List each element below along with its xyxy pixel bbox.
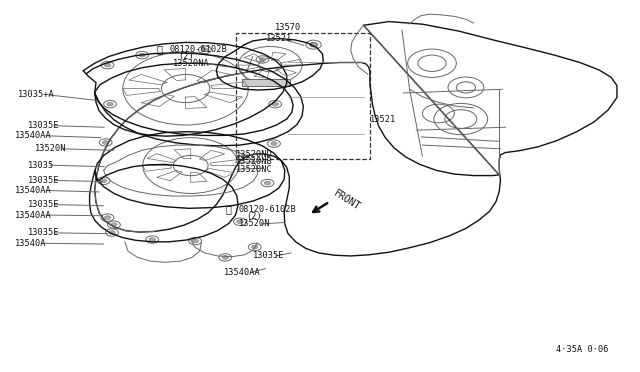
Text: 13520N: 13520N (35, 144, 67, 153)
Text: (2): (2) (178, 52, 194, 61)
Text: Ⓑ: Ⓑ (157, 44, 163, 54)
Text: 13520NA: 13520NA (173, 59, 209, 68)
Text: 13540AA: 13540AA (15, 186, 52, 195)
Circle shape (107, 102, 113, 106)
Circle shape (102, 141, 109, 144)
Text: 13520N: 13520N (239, 219, 271, 228)
Circle shape (202, 48, 208, 52)
Text: Ⓑ: Ⓑ (226, 205, 232, 214)
Circle shape (264, 181, 271, 185)
Circle shape (104, 63, 111, 67)
Circle shape (271, 142, 277, 145)
Text: 08120-6102B: 08120-6102B (170, 45, 227, 54)
Circle shape (222, 256, 228, 259)
Text: 13540AA: 13540AA (224, 268, 260, 277)
Text: 13540AA: 13540AA (15, 131, 52, 140)
Text: 13035E: 13035E (253, 251, 284, 260)
Circle shape (272, 102, 278, 106)
Circle shape (149, 238, 156, 241)
Circle shape (259, 58, 266, 61)
Text: 13035E: 13035E (28, 200, 60, 209)
Circle shape (104, 216, 111, 219)
Text: 13521: 13521 (370, 115, 396, 124)
Circle shape (192, 239, 198, 243)
Text: 13520NB: 13520NB (236, 157, 272, 166)
Text: 13035E: 13035E (28, 176, 60, 185)
Circle shape (100, 179, 107, 183)
Text: 4·35A 0·06: 4·35A 0·06 (556, 345, 608, 354)
Text: FRONT: FRONT (332, 188, 362, 212)
Text: 13540AA: 13540AA (15, 211, 52, 219)
Text: 13035: 13035 (28, 161, 54, 170)
Bar (242, 79, 290, 86)
Circle shape (237, 220, 243, 224)
Text: 13570: 13570 (275, 23, 301, 32)
Circle shape (109, 231, 115, 234)
Text: 13035+A: 13035+A (18, 90, 54, 99)
Text: 08120-6102B: 08120-6102B (238, 205, 296, 214)
Circle shape (310, 42, 317, 47)
Bar (236, 33, 370, 159)
Text: 13520NC: 13520NC (236, 165, 272, 174)
Text: (2): (2) (246, 212, 262, 221)
Text: 13521: 13521 (266, 34, 292, 43)
Text: 13035E: 13035E (28, 121, 60, 130)
Circle shape (252, 245, 258, 249)
Circle shape (139, 53, 145, 57)
Text: 13520ND: 13520ND (236, 150, 272, 159)
Text: 13540A: 13540A (15, 239, 47, 248)
Text: 13035E: 13035E (28, 228, 60, 237)
Circle shape (111, 223, 117, 227)
